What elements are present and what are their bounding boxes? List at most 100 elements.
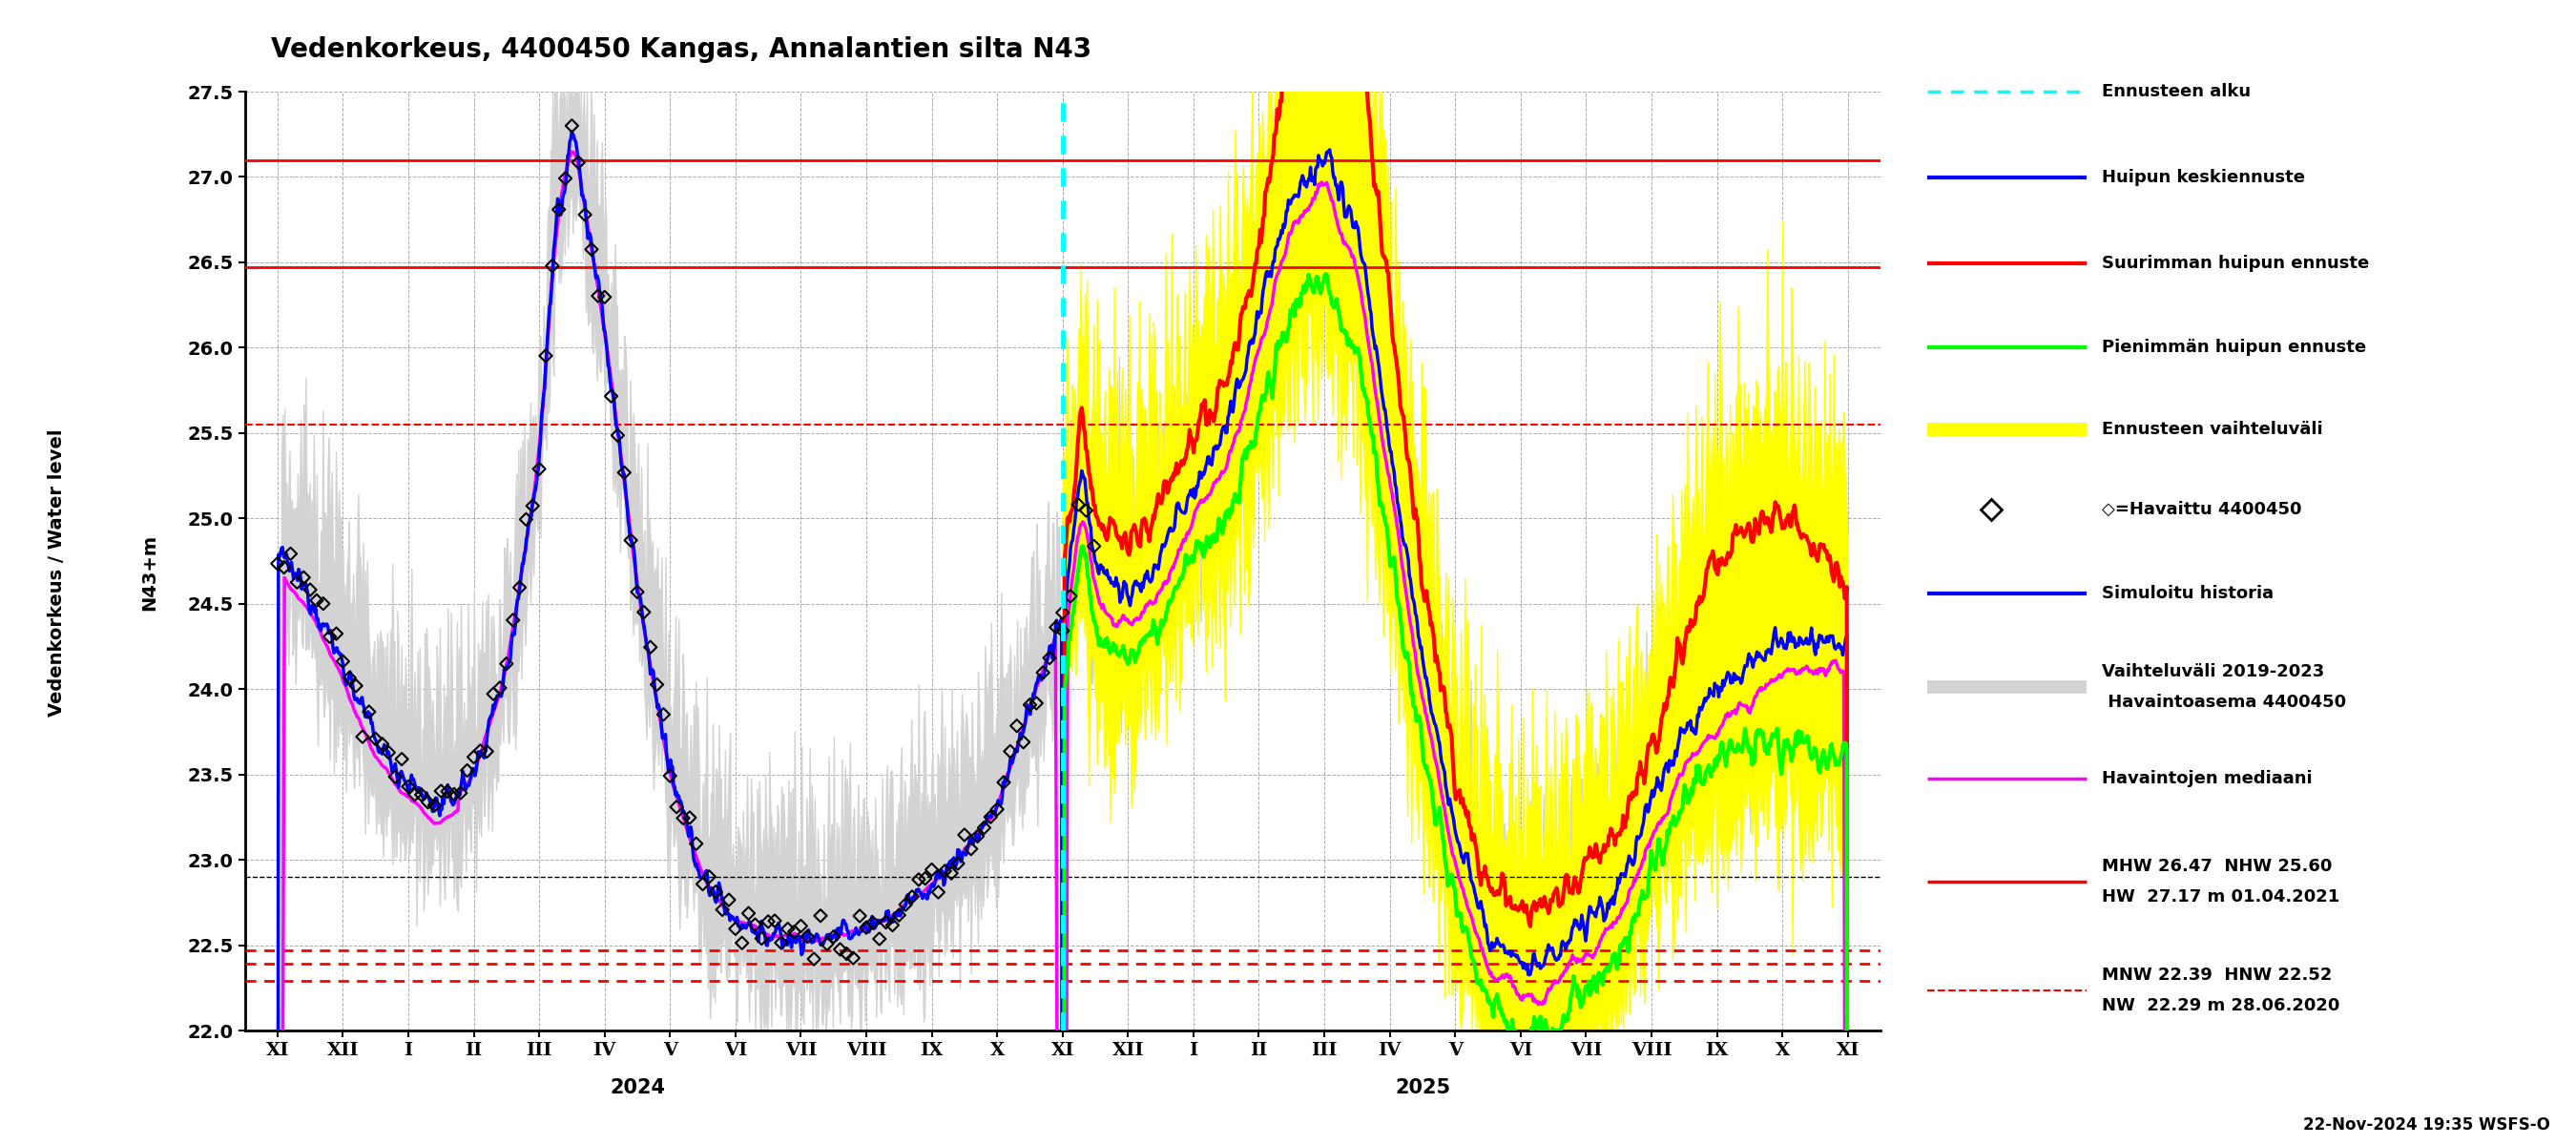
Point xyxy=(866,913,907,931)
Point xyxy=(827,945,868,963)
Point xyxy=(925,862,966,881)
Point xyxy=(487,655,528,673)
Point xyxy=(513,497,554,515)
Point xyxy=(956,827,997,845)
Point xyxy=(394,785,435,804)
Text: NW  22.29 m 28.06.2020: NW 22.29 m 28.06.2020 xyxy=(2102,996,2339,1014)
Point xyxy=(289,581,330,599)
Point xyxy=(505,511,546,529)
Point xyxy=(670,808,711,827)
Point xyxy=(1066,502,1108,520)
Point xyxy=(629,638,670,656)
Text: HW  27.17 m 01.04.2021: HW 27.17 m 01.04.2021 xyxy=(2102,889,2339,905)
Point xyxy=(976,800,1018,819)
Point xyxy=(446,761,487,780)
Text: N43+m: N43+m xyxy=(139,535,160,610)
Point xyxy=(971,808,1012,827)
Point xyxy=(760,933,801,951)
Point xyxy=(904,869,945,887)
Text: 22-Nov-2024 19:35 WSFS-O: 22-Nov-2024 19:35 WSFS-O xyxy=(2303,1116,2550,1134)
Point xyxy=(1036,618,1077,637)
Text: MHW 26.47  NHW 25.60: MHW 26.47 NHW 25.60 xyxy=(2102,859,2331,875)
Point xyxy=(786,927,827,946)
Point xyxy=(636,676,677,694)
Point xyxy=(518,460,559,479)
Point xyxy=(930,864,971,883)
Point xyxy=(696,883,737,901)
Point xyxy=(1010,696,1051,714)
Point xyxy=(603,464,644,482)
Text: Havaintoasema 4400450: Havaintoasema 4400450 xyxy=(2102,693,2347,710)
Point xyxy=(714,919,757,938)
Point xyxy=(428,782,469,800)
Point xyxy=(649,767,690,785)
Point xyxy=(886,895,927,914)
Point xyxy=(832,949,873,968)
Point xyxy=(688,868,729,886)
Point xyxy=(721,934,762,953)
Point xyxy=(878,906,920,924)
Point xyxy=(317,624,358,642)
Point xyxy=(840,907,881,925)
Point xyxy=(819,940,860,958)
Point xyxy=(335,677,376,695)
Point xyxy=(675,835,716,853)
Point xyxy=(657,798,698,816)
Point xyxy=(330,669,371,687)
Point xyxy=(386,777,428,796)
Point xyxy=(1074,537,1115,555)
Point xyxy=(459,742,500,760)
Point xyxy=(322,653,363,671)
Point xyxy=(433,785,474,804)
Point xyxy=(348,703,389,721)
Text: 2024: 2024 xyxy=(611,1079,665,1097)
Point xyxy=(531,256,572,275)
Text: Suurimman huipun ennuste: Suurimman huipun ennuste xyxy=(2102,254,2370,271)
Point xyxy=(479,679,520,697)
Text: Vedenkorkeus, 4400450 Kangas, Annalantien silta N43: Vedenkorkeus, 4400450 Kangas, Annalantie… xyxy=(270,37,1092,63)
Point xyxy=(355,729,397,748)
Point xyxy=(858,930,899,948)
Point xyxy=(1002,733,1043,751)
Text: Havaintojen mediaani: Havaintojen mediaani xyxy=(2102,769,2313,788)
Point xyxy=(572,240,613,259)
Point xyxy=(1023,663,1064,681)
Point xyxy=(492,611,533,630)
Text: Vedenkorkeus / Water level: Vedenkorkeus / Water level xyxy=(46,428,67,717)
Point xyxy=(662,808,703,827)
Point xyxy=(538,200,580,219)
Point xyxy=(453,748,495,766)
Text: Simuloitu historia: Simuloitu historia xyxy=(2102,584,2275,602)
Text: Vaihteluväli 2019-2023: Vaihteluväli 2019-2023 xyxy=(2102,663,2324,680)
Point xyxy=(368,743,410,761)
Point xyxy=(440,784,482,803)
Point xyxy=(845,918,886,937)
Point xyxy=(963,819,1005,837)
Point xyxy=(644,705,685,724)
Point xyxy=(984,773,1025,791)
Point xyxy=(938,854,979,872)
Point xyxy=(1059,496,1100,514)
Point xyxy=(590,387,631,405)
Point xyxy=(1041,603,1082,622)
Point xyxy=(474,685,515,703)
Point xyxy=(276,574,317,592)
Point xyxy=(415,796,456,814)
Point xyxy=(768,919,809,938)
Point xyxy=(806,934,848,953)
Point xyxy=(1051,587,1092,606)
Point xyxy=(374,767,415,785)
Point xyxy=(899,870,940,889)
Point xyxy=(420,782,461,800)
Text: MNW 22.39  HNW 22.52: MNW 22.39 HNW 22.52 xyxy=(2102,966,2331,984)
Point xyxy=(1028,649,1069,668)
Point xyxy=(343,727,384,745)
Text: Pienimmän huipun ennuste: Pienimmän huipun ennuste xyxy=(2102,339,2367,355)
Point xyxy=(755,911,796,930)
Point xyxy=(407,793,448,812)
Point xyxy=(1041,622,1082,640)
Text: 2025: 2025 xyxy=(1394,1079,1450,1097)
Text: Ennusteen vaihteluväli: Ennusteen vaihteluväli xyxy=(2102,420,2324,437)
Point xyxy=(951,839,992,858)
Point xyxy=(309,627,350,646)
